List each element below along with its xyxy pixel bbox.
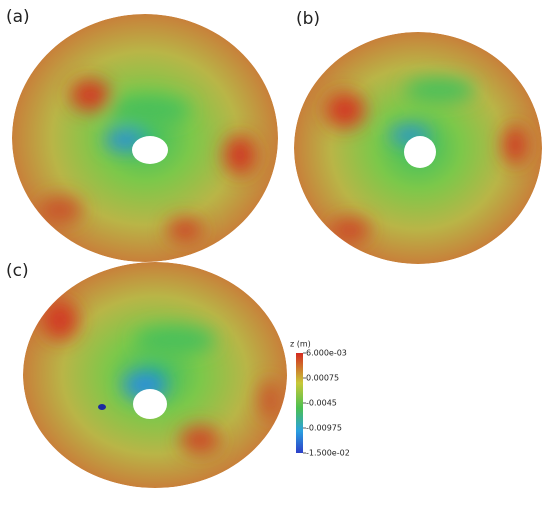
colorbar-tick-label: 6.000e-03 [306,349,347,358]
panel-label: (a) [6,7,30,27]
disk-c [23,262,287,488]
disk-b [294,32,542,264]
colorbar-title: z (m) [290,340,311,349]
panel-label: (c) [6,261,29,281]
colorbar [296,353,303,453]
colorbar-tick-label: -0.00975 [306,424,342,433]
colorbar-tick-label: 0.00075 [306,374,339,383]
colorbar-tick-label: -1.500e-02 [306,449,350,458]
panel-label: (b) [296,9,320,29]
colorbar-tick-label: -0.0045 [306,399,337,408]
disk-a [12,14,278,262]
